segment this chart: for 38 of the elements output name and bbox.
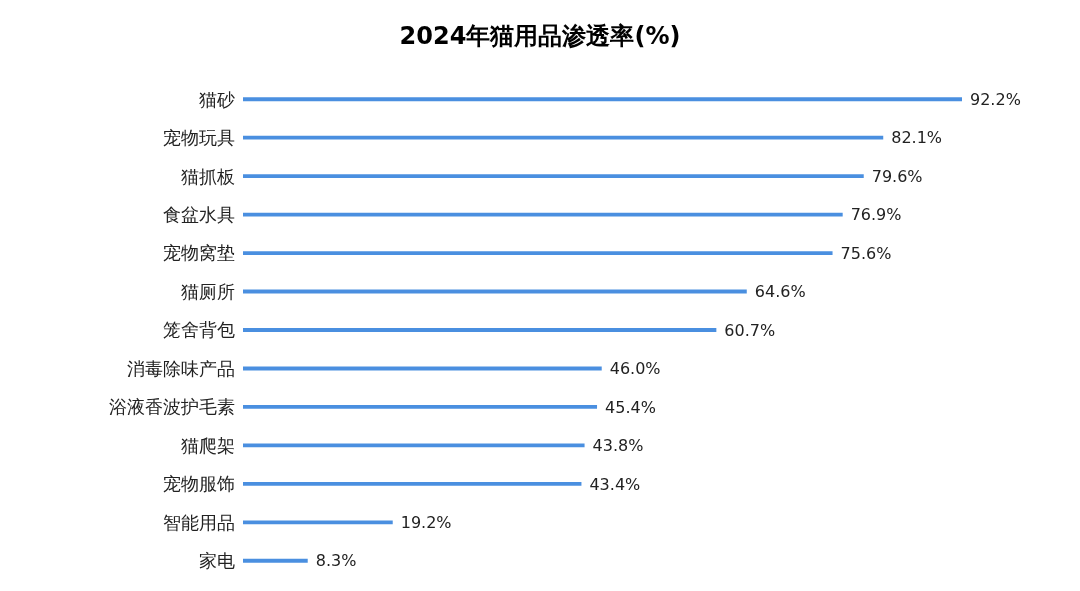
bar [243,97,962,102]
bar [243,174,864,179]
y-tick-label: 消毒除味产品 [127,357,235,379]
y-tick-label: 猫抓板 [181,165,235,187]
y-tick-label: 智能用品 [163,511,235,533]
bar [243,328,717,332]
data-label: 92.2% [970,89,1021,109]
y-tick-label: 猫厕所 [181,280,235,302]
y-tick-label: 宠物服饰 [163,473,235,495]
data-label: 43.4% [589,474,641,494]
data-label: 46.0% [609,359,661,379]
bar [243,135,884,140]
y-tick-label: 宠物窝垫 [163,242,235,264]
data-label: 76.9% [850,205,902,225]
data-label: 45.4% [605,397,656,417]
bar [243,443,585,448]
data-label: 8.3% [315,551,357,571]
bar [243,558,308,563]
bar [243,405,598,409]
data-label: 75.6% [840,243,892,263]
y-tick-label: 家电 [199,550,235,572]
data-label: 60.7% [724,320,776,340]
bar [243,481,582,486]
data-label: 64.6% [754,282,806,302]
y-tick-label: 猫砂 [199,88,235,110]
y-tick-label: 猫爬架 [181,434,235,456]
bar [243,212,843,217]
bar [243,520,393,525]
data-label: 82.1% [891,128,943,148]
data-label: 19.2% [400,512,452,532]
data-label: 79.6% [871,166,923,186]
y-tick-label: 笼舍背包 [163,319,235,341]
data-label: 43.8% [592,436,644,456]
y-tick-label: 宠物玩具 [163,127,235,149]
bar [243,251,833,255]
y-tick-label: 浴液香波护毛素 [109,396,235,418]
y-tick-label: 食盆水具 [163,204,235,226]
chart-title: 2024年猫用品渗透率(%) [398,21,682,52]
